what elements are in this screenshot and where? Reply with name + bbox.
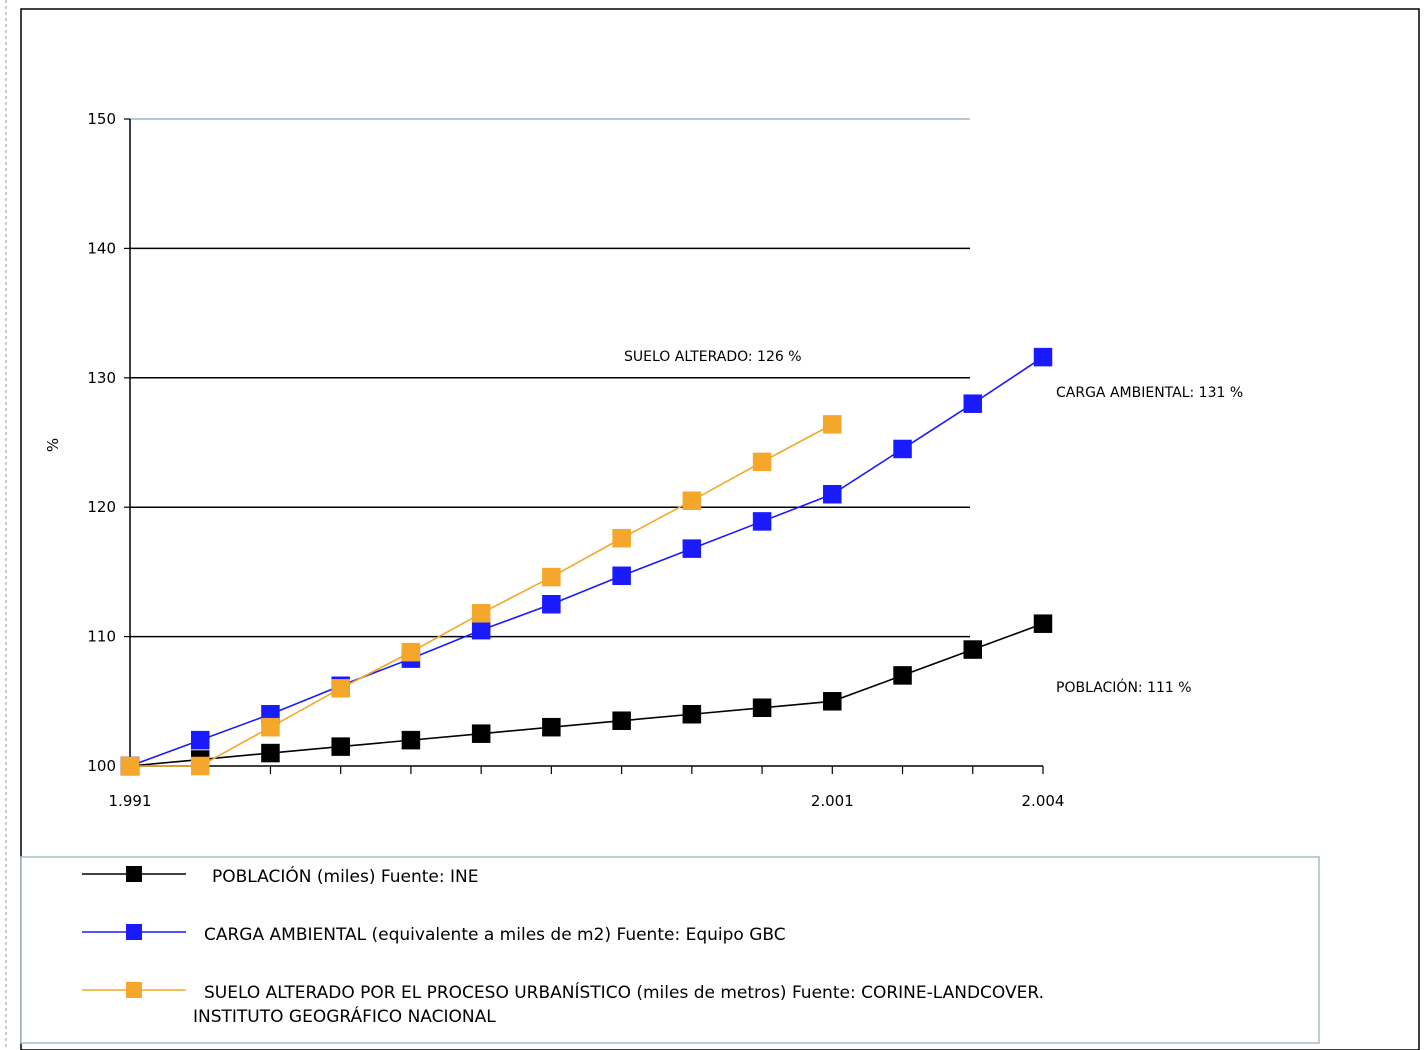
y-tick-label-130: 130 (87, 369, 116, 387)
data-point-s0-10 (823, 692, 842, 711)
data-point-s2-3 (331, 679, 350, 698)
data-point-s0-11 (893, 666, 912, 685)
data-point-s2-7 (612, 529, 631, 548)
x-tick-label-2.001: 2.001 (811, 792, 854, 810)
legend-marker-1 (126, 924, 142, 940)
y-tick-label-120: 120 (87, 498, 116, 516)
data-point-s2-6 (542, 567, 561, 587)
y-tick-label-100: 100 (87, 757, 116, 775)
legend-label-suelo-line2: INSTITUTO GEOGRÁFICO NACIONAL (193, 1005, 496, 1027)
data-point-s1-10 (823, 485, 842, 504)
data-point-s2-4 (401, 642, 421, 662)
series-line-0 (129, 622, 1044, 767)
data-point-s0-4 (401, 730, 421, 750)
data-point-s0-13 (1033, 614, 1053, 633)
y-tick-label-140: 140 (87, 239, 116, 257)
y-tick-label-110: 110 (87, 628, 116, 646)
axes: 100 110 120 130 140 150 1.991 2.001 2.004 (87, 110, 1064, 810)
legend-marker-0 (126, 866, 142, 882)
legend-label-suelo-line1: SUELO ALTERADO POR EL PROCESO URBANÍSTIC… (204, 981, 1044, 1003)
data-point-s1-9 (752, 512, 772, 531)
legend-label-poblacion: POBLACIÓN (miles) Fuente: INE (212, 865, 478, 887)
data-point-s1-6 (542, 595, 561, 614)
y-tick-label-150: 150 (87, 110, 116, 128)
data-point-s2-5 (471, 604, 491, 623)
x-tick-label-2.004: 2.004 (1022, 792, 1065, 810)
series-line-1 (129, 356, 1044, 767)
data-point-s1-8 (682, 539, 702, 558)
legend-markers (82, 866, 186, 998)
data-point-s1-5 (471, 620, 491, 640)
data-point-s2-1 (190, 756, 210, 776)
data-point-s1-12 (963, 394, 983, 413)
data-point-s0-2 (261, 743, 280, 763)
data-point-s2-8 (682, 491, 702, 510)
data-point-s2-0 (120, 756, 140, 776)
data-point-s0-5 (471, 724, 491, 743)
series-layer (120, 347, 1053, 776)
data-point-s2-10 (823, 415, 842, 434)
data-point-s0-7 (612, 711, 631, 730)
data-point-s0-3 (331, 737, 350, 756)
chart-border (20, 8, 1420, 1050)
x-tick-label-1.991: 1.991 (109, 792, 152, 810)
legend-marker-2 (126, 982, 142, 998)
data-point-s1-7 (612, 566, 631, 586)
data-point-s1-11 (893, 439, 912, 459)
data-point-s1-1 (190, 730, 210, 750)
legend-box (20, 856, 1320, 1044)
data-point-s2-2 (261, 717, 280, 737)
annotation-carga: CARGA AMBIENTAL: 131 % (1056, 385, 1243, 401)
annotation-suelo: SUELO ALTERADO: 126 % (624, 349, 802, 365)
data-point-s0-9 (752, 698, 772, 718)
data-point-s2-9 (752, 452, 772, 472)
legend-label-carga: CARGA AMBIENTAL (equivalente a miles de … (204, 925, 786, 945)
data-point-s0-8 (682, 704, 702, 724)
series-line-2 (130, 423, 833, 767)
data-point-s0-12 (963, 640, 983, 659)
grid-lines (130, 118, 970, 638)
annotation-poblacion: POBLACIÓN: 111 % (1056, 678, 1192, 696)
legend: POBLACIÓN (miles) Fuente: INE CARGA AMBI… (20, 856, 1320, 1044)
data-point-s0-6 (542, 717, 561, 737)
y-axis-label: % (44, 438, 62, 452)
data-point-s1-13 (1033, 347, 1053, 367)
